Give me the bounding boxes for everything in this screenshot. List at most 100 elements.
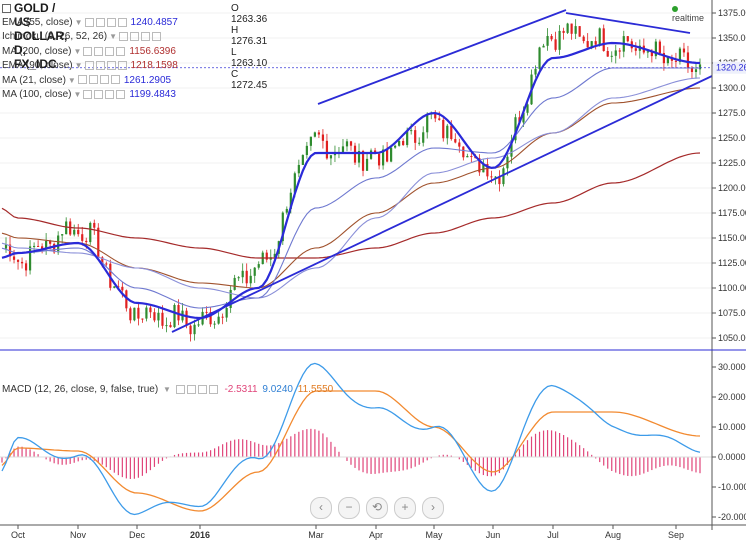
settings-icon[interactable]	[186, 384, 196, 394]
indicator-value: 1240.4857	[130, 17, 178, 28]
settings-icon[interactable]	[95, 61, 105, 71]
candle-body	[189, 325, 192, 335]
reset-button[interactable]: ⟲	[366, 497, 388, 519]
candle-body	[12, 256, 16, 260]
candle-body	[101, 257, 104, 264]
indicator-row[interactable]: EMA (55, close) ▼ 1240.4857	[2, 16, 178, 30]
candle-body	[77, 229, 80, 235]
candle-body	[558, 30, 561, 50]
candle-body	[426, 114, 429, 133]
candle-body	[446, 125, 449, 139]
settings-icon[interactable]	[129, 32, 139, 42]
settings-icon[interactable]	[95, 17, 105, 27]
indicator-row[interactable]: MA (21, close) ▼ 1261.2905	[2, 74, 171, 88]
candle-body	[225, 307, 228, 318]
chevron-down-icon[interactable]: ▼	[74, 18, 83, 27]
scroll-right-button[interactable]: ›	[422, 497, 444, 519]
candle-body	[149, 307, 152, 313]
candle-body	[281, 212, 284, 242]
candle-body	[494, 176, 497, 178]
candle-body	[97, 227, 100, 258]
visibility-icon[interactable]	[84, 17, 94, 27]
candle-body	[538, 47, 541, 69]
candle-body	[482, 164, 485, 173]
price-tick-label: 1250.00	[718, 133, 746, 143]
indicator-value: 1156.6396	[129, 45, 176, 57]
chevron-down-icon[interactable]: ▼	[74, 61, 83, 71]
macd-pane[interactable]	[0, 362, 712, 516]
more-icon[interactable]	[151, 32, 161, 42]
candle-body	[297, 164, 300, 174]
visibility-icon[interactable]	[175, 384, 185, 394]
collapse-icon[interactable]	[2, 4, 11, 13]
indicator-value: 1199.4843	[129, 89, 176, 100]
macd-line	[1, 362, 701, 516]
chevron-down-icon[interactable]: ▼	[73, 90, 82, 99]
indicator-row[interactable]: MA (200, close) ▼ 1156.6396	[2, 45, 176, 59]
candle-body	[185, 310, 188, 326]
live-dot-icon	[672, 5, 678, 12]
candle-body	[125, 290, 128, 309]
candle-body	[550, 35, 553, 40]
close-icon[interactable]	[106, 61, 116, 71]
more-icon[interactable]	[117, 17, 127, 27]
visibility-icon[interactable]	[118, 32, 128, 42]
more-icon[interactable]	[110, 75, 120, 85]
zoom-out-button[interactable]: −	[338, 497, 360, 519]
close-icon[interactable]	[99, 75, 109, 85]
more-icon[interactable]	[208, 384, 218, 394]
price-axis: 1375.001350.001325.001300.001275.001250.…	[712, 8, 746, 343]
indicator-row[interactable]: MA (100, close) ▼ 1199.4843	[2, 88, 176, 102]
candle-body	[89, 222, 92, 243]
visibility-icon[interactable]	[83, 89, 93, 99]
macd-value: 9.0240	[262, 384, 293, 395]
more-icon[interactable]	[117, 61, 127, 71]
visibility-icon[interactable]	[84, 61, 94, 71]
zoom-in-button[interactable]: +	[394, 497, 416, 519]
scroll-left-button[interactable]: ‹	[310, 497, 332, 519]
close-icon[interactable]	[106, 17, 116, 27]
more-icon[interactable]	[116, 89, 126, 99]
candle-body	[526, 104, 529, 113]
trendline-resistance	[317, 9, 567, 105]
indicator-row[interactable]: EMA (90, close) ▼ 1218.1598	[2, 59, 178, 73]
candle-body	[49, 240, 52, 244]
price-tick-label: 1200.00	[718, 183, 746, 193]
settings-icon[interactable]	[94, 46, 104, 56]
visibility-icon[interactable]	[77, 75, 87, 85]
time-tick-label: Nov	[70, 530, 87, 540]
candle-body	[634, 48, 637, 51]
candle-body	[329, 155, 333, 159]
macd-signal-line	[1, 390, 701, 512]
realtime-status: realtime	[672, 3, 704, 23]
candle-body	[610, 55, 613, 57]
chevron-down-icon[interactable]: ▼	[109, 32, 117, 42]
settings-icon[interactable]	[94, 89, 104, 99]
close-icon[interactable]	[105, 89, 115, 99]
chevron-down-icon[interactable]: ▼	[67, 75, 76, 85]
close-icon[interactable]	[140, 32, 150, 42]
visibility-icon[interactable]	[83, 46, 93, 56]
candle-body	[41, 246, 44, 250]
macd-tick-label: -10.0000	[718, 482, 746, 492]
more-icon[interactable]	[116, 46, 126, 56]
settings-icon[interactable]	[88, 75, 98, 85]
candle-body	[422, 132, 425, 143]
chevron-down-icon[interactable]: ▼	[73, 46, 82, 56]
candle-body	[153, 312, 156, 321]
candle-body	[574, 26, 577, 34]
candle-body	[478, 158, 481, 173]
close-icon[interactable]	[105, 46, 115, 56]
close-icon[interactable]	[197, 384, 207, 394]
candle-body	[398, 140, 401, 146]
price-pane[interactable]	[0, 9, 713, 342]
candle-body	[213, 323, 216, 325]
candle-body	[586, 41, 589, 48]
candle-body	[654, 41, 657, 57]
macd-legend[interactable]: MACD (12, 26, close, 9, false, true) ▼ -…	[2, 384, 333, 395]
symbol-title: GOLD / US DOLLAR, D, FX_IDC	[14, 1, 68, 71]
chevron-down-icon[interactable]: ▼	[162, 385, 171, 394]
macd-signal-value: 11.5550	[297, 384, 334, 395]
indicator-row[interactable]: Ichimoku (9, 26, 52, 26) ▼	[2, 30, 161, 44]
